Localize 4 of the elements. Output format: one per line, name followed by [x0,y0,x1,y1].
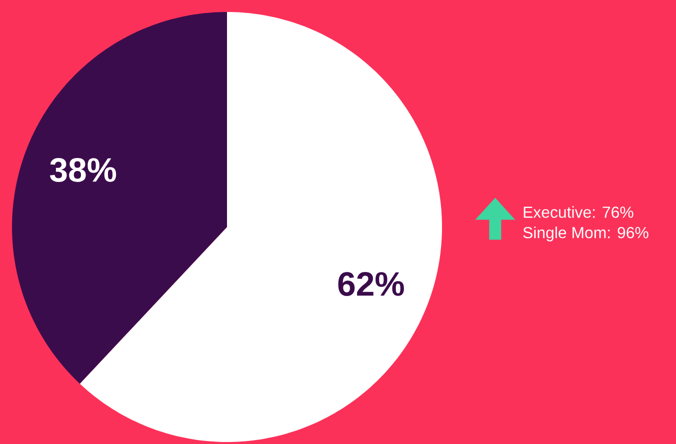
text: Executive: 76% [524,206,634,218]
text: Single Mom: 96% [523,226,648,242]
data-label: 62% [338,272,404,296]
data-label: 38% [50,158,116,182]
